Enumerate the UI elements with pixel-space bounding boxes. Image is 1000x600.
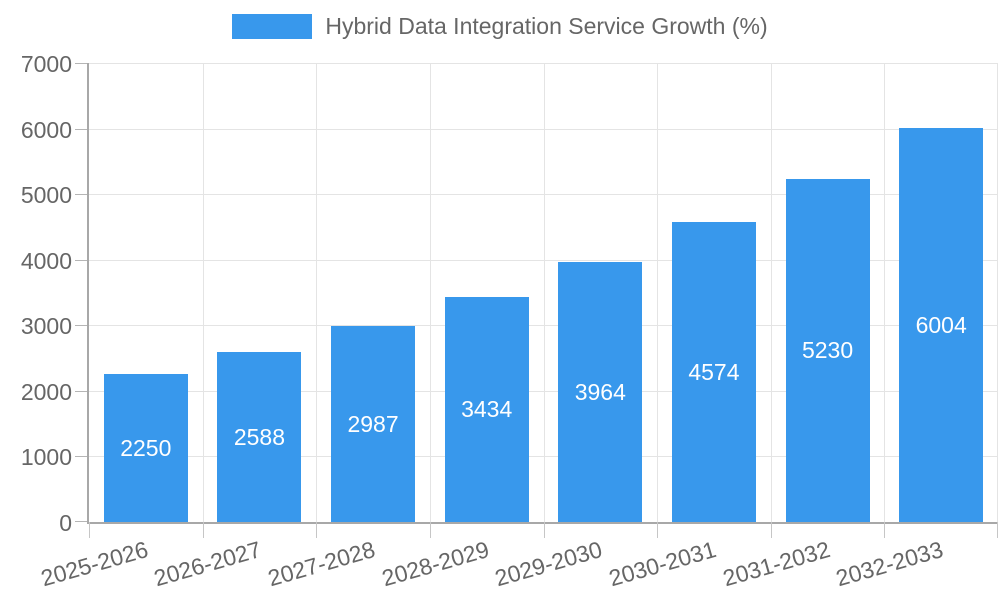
y-axis-tick-label: 5000: [20, 182, 72, 209]
bar-value-label: 4574: [688, 358, 740, 385]
legend-swatch: [232, 14, 313, 40]
gridline-vertical: [997, 63, 998, 522]
bar-value-label: 3964: [574, 378, 626, 405]
gridline-vertical: [429, 63, 431, 522]
bar-value-label: 2588: [233, 423, 286, 450]
y-axis-tick-label: 6000: [20, 116, 72, 143]
y-axis-tick: [75, 128, 87, 130]
y-axis-tick: [75, 456, 87, 458]
gridline-vertical: [657, 63, 659, 522]
y-axis-tick: [75, 325, 87, 327]
y-axis-tick: [75, 194, 87, 196]
y-axis-tick-label: 3000: [20, 313, 72, 340]
bar-value-label: 2250: [120, 434, 172, 461]
x-axis-tick-label: 2030-2031: [605, 536, 719, 592]
gridline-vertical: [316, 63, 318, 522]
gridline-vertical: [543, 63, 545, 522]
x-axis-tick: [543, 522, 545, 538]
x-axis-tick: [884, 522, 886, 538]
x-axis-tick-label: 2031-2032: [719, 536, 833, 592]
y-axis-tick-label: 2000: [20, 378, 72, 405]
y-axis-tick: [75, 63, 87, 64]
y-axis-tick-label: 4000: [20, 247, 72, 274]
bar-2029-2030[interactable]: 3964: [558, 262, 643, 522]
x-axis-tick-label: 2028-2029: [378, 536, 492, 592]
gridline-vertical: [884, 63, 886, 522]
x-axis-tick-label: 2026-2027: [151, 536, 265, 592]
gridline-vertical: [202, 63, 204, 522]
x-axis-tick-label: 2027-2028: [265, 536, 378, 592]
plot-area: 2250 2588 2987 3434 3964 4574 5230 6004: [75, 63, 998, 538]
y-axis-tick-label: 1000: [20, 444, 72, 471]
gridline-vertical: [770, 63, 772, 522]
x-axis-tick: [657, 522, 659, 538]
y-axis-tick: [75, 521, 87, 522]
bar-value-label: 3434: [461, 395, 513, 422]
x-axis-tick: [429, 522, 431, 538]
bar-value-label: 2987: [347, 410, 399, 437]
y-axis-tick: [75, 390, 87, 392]
legend-label: Hybrid Data Integration Service Growth (…: [325, 13, 768, 39]
bar-value-label: 6004: [915, 311, 967, 338]
bar-2026-2027[interactable]: 2588: [217, 352, 302, 522]
bar-2028-2029[interactable]: 3434: [444, 296, 529, 522]
bar-value-label: 5230: [801, 337, 854, 364]
y-axis-tick-label: 7000: [20, 51, 72, 77]
x-axis-tick: [997, 522, 998, 538]
y-axis-tick: [75, 259, 87, 261]
x-axis-tick: [770, 522, 772, 538]
y-axis-tick-label: 0: [59, 510, 72, 536]
bar-2025-2026[interactable]: 2250: [103, 374, 188, 522]
bar-2027-2028[interactable]: 2987: [331, 326, 416, 522]
x-axis-tick: [89, 522, 90, 538]
x-axis-tick: [316, 522, 318, 538]
bar-2031-2032[interactable]: 5230: [785, 179, 870, 522]
x-axis-tick-label: 2032-2033: [833, 536, 947, 592]
x-axis-tick: [202, 522, 204, 538]
legend-item[interactable]: Hybrid Data Integration Service Growth (…: [0, 13, 1000, 40]
bar-2030-2031[interactable]: 4574: [671, 222, 756, 522]
bar-2032-2033[interactable]: 6004: [899, 128, 984, 522]
y-axis-labels: 0 1000 2000 3000 4000 5000 6000 7000: [0, 51, 72, 536]
x-axis-tick-label: 2029-2030: [492, 536, 606, 592]
x-axis-tick-label: 2025-2026: [37, 536, 151, 592]
x-axis-labels: 2025-2026 2026-2027 2027-2028 2028-2029 2029…: [38, 536, 998, 597]
